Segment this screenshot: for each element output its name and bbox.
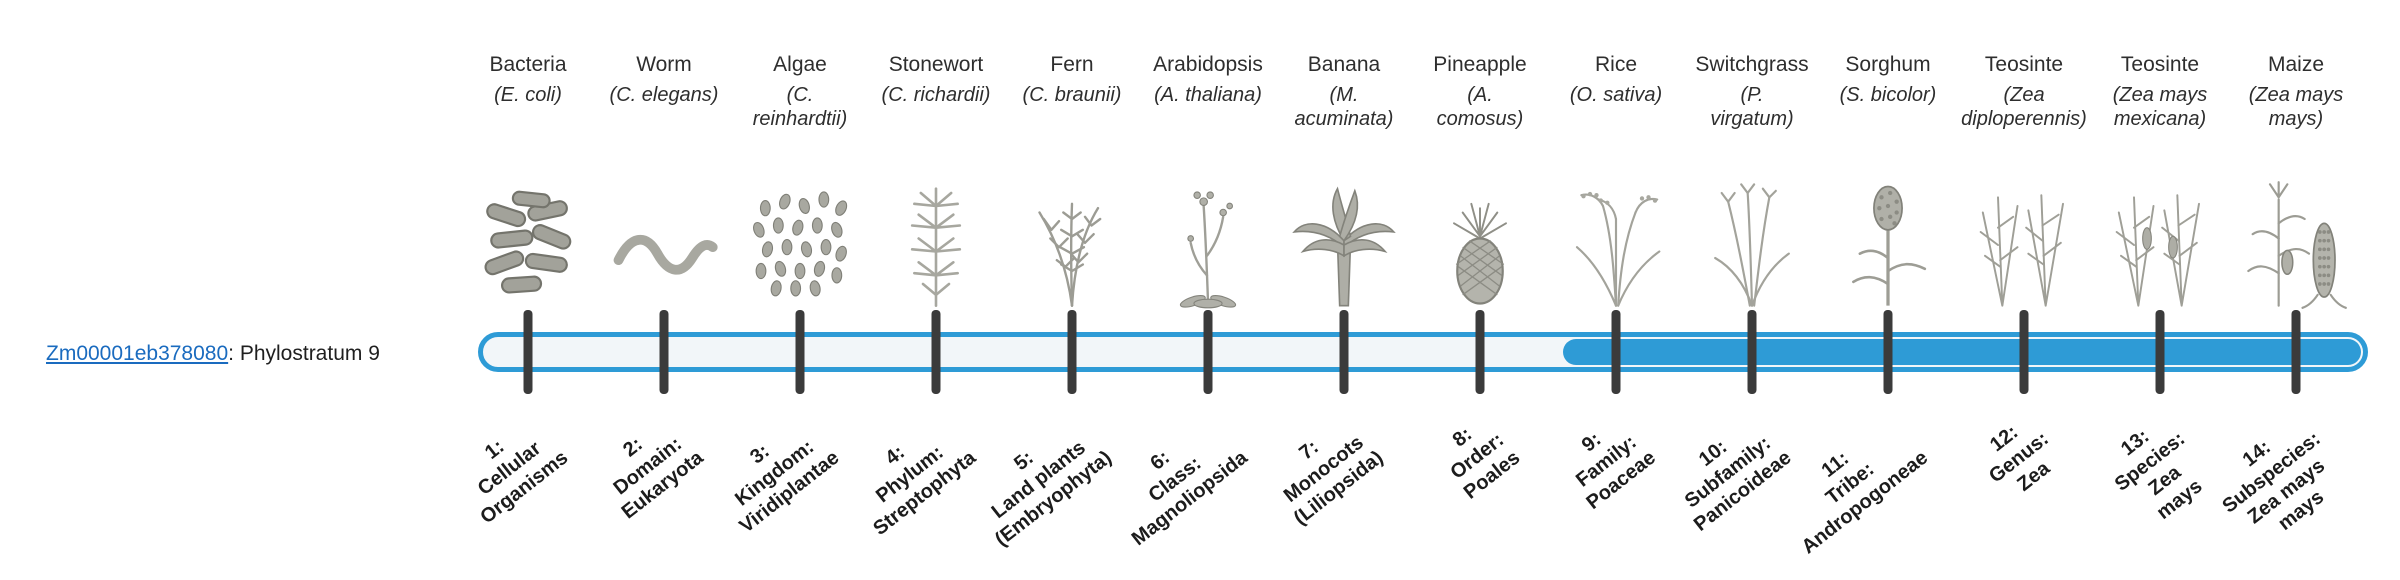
banana-icon	[1288, 180, 1400, 310]
phylostratum-column: Bacteria (E. coli) 1: Cellular Organisms	[460, 0, 596, 580]
phylostratum-column: Fern (C. braunii) 5: Land plants (Embryo…	[988, 0, 1140, 580]
phylostratum-tick	[1611, 310, 1621, 394]
organism-common-name: Stonewort	[888, 53, 984, 76]
phylostratum-tick	[2155, 310, 2165, 394]
organism-scientific-name: (P. virgatum)	[1710, 84, 1794, 130]
organism-scientific-name: (A. thaliana)	[1154, 84, 1262, 106]
algae-icon	[744, 180, 856, 310]
gene-id-link[interactable]: Zm00001eb378080	[46, 342, 229, 365]
teosinte-diploperennis-icon	[1968, 180, 2080, 310]
phylostratum-column: Stonewort (C. richardii) 4: Phylum: Stre…	[868, 0, 1004, 580]
organism-common-name: Worm	[636, 53, 692, 76]
phylostratum-tick	[2291, 310, 2301, 394]
phylostratum-column: Arabidopsis (A. thaliana) 6: Class: Magn…	[1128, 0, 1276, 580]
phylostratum-tick	[1883, 310, 1893, 394]
sorghum-icon	[1832, 180, 1944, 310]
phylostratum-column: Maize (Zea mays mays) 14: Subspecies: Ze…	[2219, 0, 2364, 580]
phylostratum-column: Teosinte (Zea mays mexicana) 13: Species…	[2092, 0, 2228, 580]
phylostratum-tick	[1339, 310, 1349, 394]
organism-scientific-name: (Zea diploperennis)	[1961, 84, 2087, 130]
organism-scientific-name: (C. elegans)	[609, 84, 719, 106]
organism-scientific-name: (C. reinhardtii)	[752, 84, 848, 130]
phylostratum-label: 12: Genus: Zea	[1985, 421, 2055, 496]
phylostratum-column: Switchgrass (P. virgatum) 10: Subfamily:…	[1681, 0, 1820, 580]
organism-common-name: Teosinte	[1984, 53, 2064, 76]
organism-scientific-name: (C. richardii)	[881, 84, 991, 106]
organism-scientific-name: (A. comosus)	[1436, 84, 1524, 130]
switchgrass-icon	[1696, 180, 1808, 310]
phylostratum-tick	[931, 310, 941, 394]
phylostratum-tick	[2019, 310, 2029, 394]
organism-common-name: Maize	[2267, 53, 2325, 76]
organism-scientific-name: (S. bicolor)	[1839, 84, 1937, 106]
organism-common-name: Banana	[1307, 53, 1381, 76]
phylostratum-label: 13: Species: Zea mays	[2110, 425, 2207, 524]
fern-icon	[1016, 180, 1128, 310]
rice-icon	[1560, 180, 1672, 310]
phylostratum-tick	[523, 310, 533, 394]
phylostratum-label: 9: Family: Poaceae	[1571, 428, 1660, 514]
worm-icon	[608, 180, 720, 310]
phylostratum-tick	[1747, 310, 1757, 394]
organism-common-name: Pineapple	[1433, 53, 1527, 76]
phylostrata-bar-fill	[1563, 339, 2361, 365]
phylostratum-column: Teosinte (Zea diploperennis) 12: Genus: …	[1956, 0, 2092, 580]
organism-common-name: Sorghum	[1845, 53, 1931, 76]
organism-scientific-name: (Zea mays mays)	[2248, 84, 2344, 130]
organism-scientific-name: (O. sativa)	[1569, 84, 1663, 106]
phylostratum-tick	[795, 310, 805, 394]
organism-common-name: Bacteria	[489, 53, 567, 76]
organism-scientific-name: (E. coli)	[494, 84, 562, 106]
organism-common-name: Switchgrass	[1695, 53, 1809, 76]
phylostratum-column: Worm (C. elegans) 2: Domain: Eukaryota	[596, 0, 732, 580]
organism-scientific-name: (M. acuminata)	[1294, 84, 1394, 130]
organism-scientific-name: (C. braunii)	[1022, 84, 1122, 106]
timeline-columns: Bacteria (E. coli) 1: Cellular Organisms…	[460, 0, 2364, 580]
phylostratum-label: 1: Cellular Organisms	[473, 435, 572, 529]
organism-common-name: Algae	[773, 53, 827, 76]
organism-common-name: Teosinte	[2120, 53, 2200, 76]
phylostratum-label: 8: Order: Poales	[1445, 423, 1524, 504]
bacteria-icon	[472, 180, 584, 310]
phylostratum-column: Banana (M. acuminata) 7: Monocots (Lilio…	[1276, 0, 1412, 580]
phylostratum-column: Rice (O. sativa) 9: Family: Poaceae	[1548, 0, 1684, 580]
organism-scientific-name: (Zea mays mexicana)	[2112, 84, 2208, 130]
organism-common-name: Fern	[1050, 53, 1094, 76]
gene-phylostratum-text: : Phylostratum 9	[228, 342, 380, 365]
arabidopsis-icon	[1152, 180, 1264, 310]
stonewort-icon	[880, 180, 992, 310]
phylostratum-column: Algae (C. reinhardtii) 3: Kingdom: Virid…	[731, 0, 868, 580]
pineapple-icon	[1424, 180, 1536, 310]
phylostratum-column: Sorghum (S. bicolor) 11: Tribe: Andropog…	[1797, 0, 1956, 580]
phylostratum-tick	[1475, 310, 1485, 394]
phylostratum-label: 2: Domain: Eukaryota	[609, 432, 708, 524]
gene-label: Zm00001eb378080: Phylostratum 9	[46, 341, 380, 367]
phylostratum-tick	[1203, 310, 1213, 394]
organism-common-name: Arabidopsis	[1153, 53, 1263, 76]
phylostratum-tick	[659, 310, 669, 394]
phylostratum-label: 7: Monocots (Liliopsida)	[1280, 431, 1388, 530]
phylostrata-bar	[478, 332, 2368, 372]
teosinte-mexicana-icon	[2104, 180, 2216, 310]
maize-icon	[2240, 180, 2352, 310]
phylostratum-column: Pineapple (A. comosus) 8: Order: Poales	[1412, 0, 1548, 580]
phylostratum-tick	[1067, 310, 1077, 394]
organism-common-name: Rice	[1594, 53, 1637, 76]
